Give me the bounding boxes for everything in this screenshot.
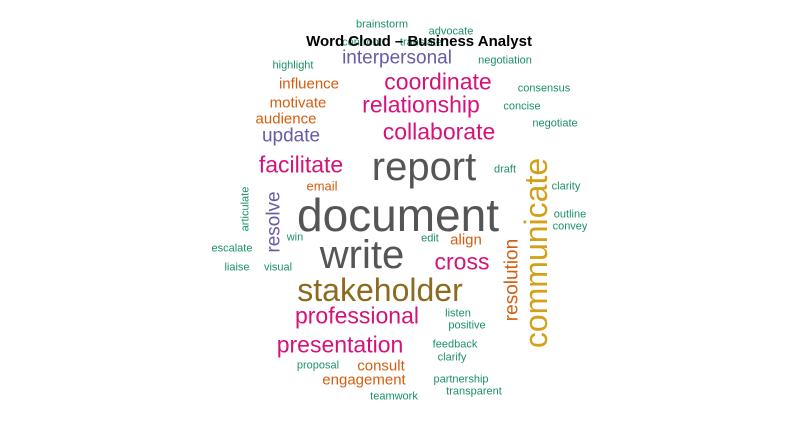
word-resolution: resolution	[501, 238, 523, 322]
word-motivate: motivate	[269, 94, 327, 112]
word-update: update	[261, 125, 321, 147]
word-clarify: clarify	[437, 351, 467, 364]
word-convey: convey	[552, 220, 588, 233]
word-document: document	[296, 189, 500, 241]
word-partnership: partnership	[433, 373, 489, 386]
word-confront: confront	[342, 36, 382, 49]
word-advocate: advocate	[428, 25, 474, 38]
word-articulate: articulate	[239, 186, 252, 232]
word-highlight: highlight	[272, 59, 314, 72]
word-engagement: engagement	[322, 371, 406, 389]
word-concise: concise	[503, 100, 541, 113]
word-interpersonal: interpersonal	[342, 47, 452, 69]
word-resolve: resolve	[263, 191, 285, 253]
word-cross: cross	[434, 248, 490, 275]
word-teamwork: teamwork	[370, 390, 418, 403]
word-draft: draft	[493, 163, 517, 176]
word-negotiate: negotiate	[532, 117, 578, 130]
word-presentation: presentation	[276, 331, 404, 358]
word-stakeholder: stakeholder	[297, 272, 463, 308]
word-escalate: escalate	[211, 242, 253, 255]
word-transparent: transparent	[446, 385, 502, 398]
word-edit: edit	[421, 232, 439, 245]
word-listen: listen	[445, 307, 471, 320]
word-align: align	[450, 231, 482, 249]
word-email: email	[306, 178, 338, 194]
word-clarity: clarity	[551, 180, 581, 193]
word-write: write	[319, 233, 405, 277]
word-facilitate: facilitate	[258, 151, 344, 178]
word-visual: visual	[263, 261, 293, 274]
word-relationship: relationship	[362, 91, 480, 118]
word-liaise: liaise	[224, 261, 250, 274]
word-positive: positive	[448, 319, 486, 332]
chart-title: Word Cloud – Business Analyst	[306, 33, 532, 50]
word-report: report	[371, 145, 477, 189]
word-outline: outline	[553, 208, 587, 221]
word-influence: influence	[278, 75, 340, 93]
word-collaborate: collaborate	[382, 118, 496, 145]
word-proposal: proposal	[296, 359, 340, 372]
word-consult: consult	[357, 357, 405, 375]
word-professional: professional	[294, 302, 420, 329]
word-win: win	[286, 231, 304, 244]
word-translate: translate	[399, 36, 443, 49]
word-audience: audience	[255, 110, 317, 128]
word-negotiation: negotiation	[478, 54, 532, 67]
word-communicate: communicate	[518, 157, 554, 349]
word-feedback: feedback	[432, 338, 478, 351]
word-consensus: consensus	[517, 82, 571, 95]
word-coordinate: coordinate	[384, 68, 492, 95]
word-brainstorm: brainstorm	[356, 18, 408, 31]
